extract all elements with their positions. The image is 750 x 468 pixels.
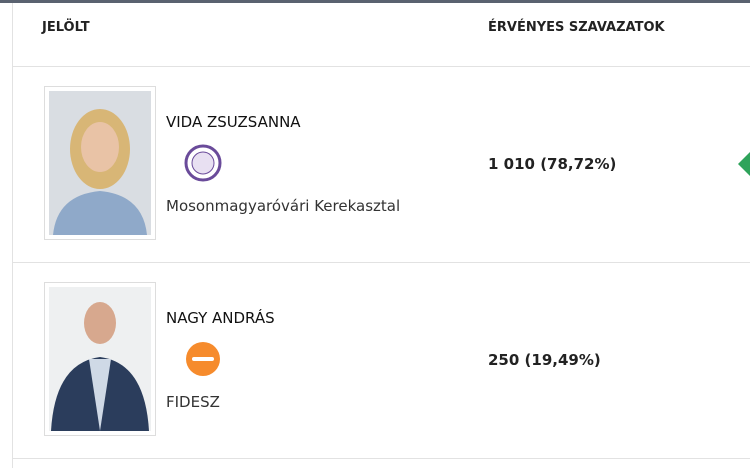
row-separator [12,262,750,263]
candidate-photo [44,282,156,436]
left-border [12,3,13,468]
row-separator [12,458,750,459]
candidate-name: VIDA ZSUZSANNA [166,113,301,131]
winner-marker [738,152,750,176]
party-name: FIDESZ [166,393,220,411]
photo-image [49,287,151,431]
header-candidate: JELÖLT [42,20,90,35]
candidate-name: NAGY ANDRÁS [166,309,275,327]
photo-image [49,91,151,235]
row-separator [12,66,750,67]
party-logo [186,342,220,376]
party-logo [184,144,222,182]
header-votes: ÉRVÉNYES SZAVAZATOK [488,20,665,35]
top-border [0,0,750,3]
candidate-photo [44,86,156,240]
party-name: Mosonmagyaróvári Kerekasztal [166,197,401,215]
valid-votes: 250 (19,49%) [488,351,601,369]
valid-votes: 1 010 (78,72%) [488,155,617,173]
